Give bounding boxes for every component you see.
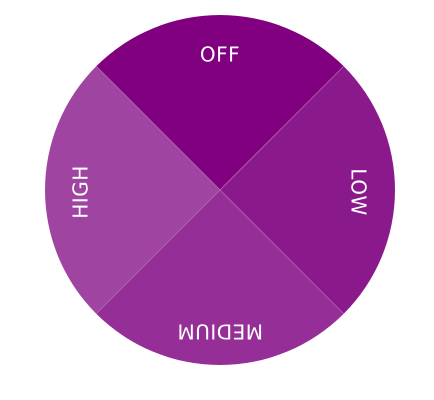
dial-segment-low[interactable]	[220, 66, 395, 314]
dial-label-medium: MEDIUM	[177, 320, 263, 344]
dial-segment-medium[interactable]	[96, 190, 344, 365]
dial-divider	[95, 65, 345, 315]
dial-label-low: LOW	[347, 168, 371, 215]
dial-label-off: OFF	[200, 43, 240, 67]
dial-segment-high[interactable]	[45, 66, 220, 314]
dial-label-high: HIGH	[69, 165, 93, 218]
dial-segment-off[interactable]	[96, 15, 344, 191]
